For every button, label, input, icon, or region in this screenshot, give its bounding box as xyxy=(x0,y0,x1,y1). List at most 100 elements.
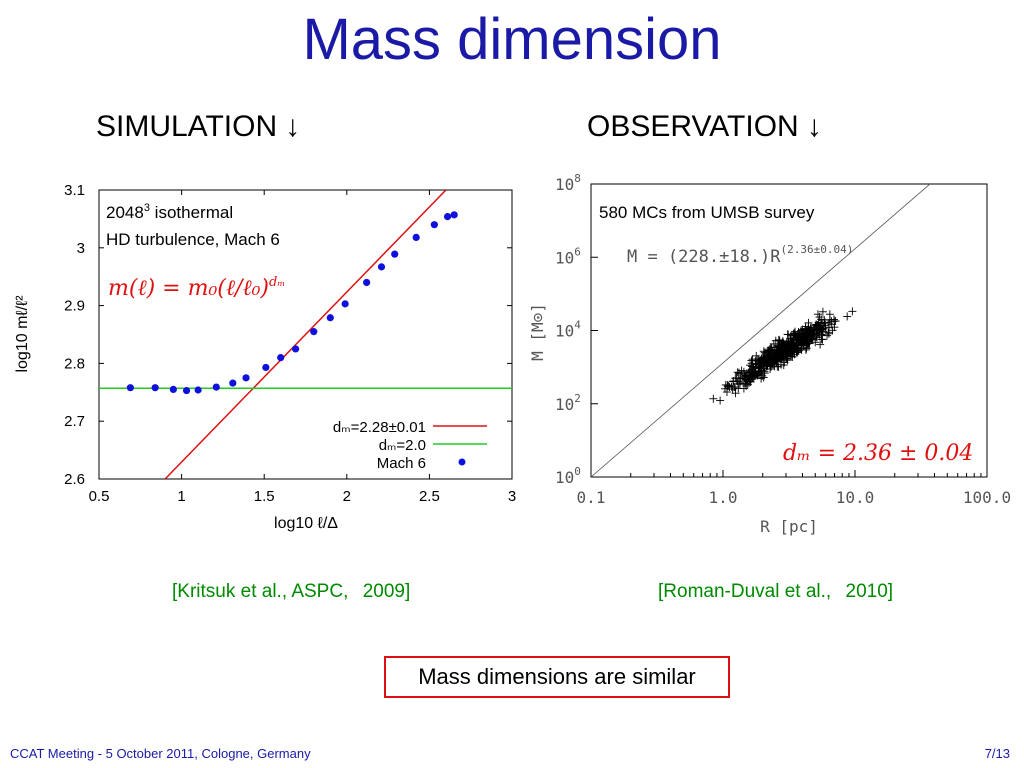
footer-text: CCAT Meeting - 5 October 2011, Cologne, … xyxy=(10,746,311,761)
mach6-point xyxy=(310,328,318,336)
mc-cross xyxy=(709,394,718,403)
page-number: 7/13 xyxy=(984,746,1010,761)
mc-cross xyxy=(801,324,810,333)
mc-cross xyxy=(802,344,811,353)
fit-line-red xyxy=(164,190,447,479)
mc-cross xyxy=(801,345,810,354)
mc-cross xyxy=(811,321,820,330)
simulation-formula: m(ℓ) = m₀(ℓ/ℓ₀)dₘ xyxy=(108,275,285,301)
mc-cross xyxy=(784,330,793,339)
mc-cross xyxy=(742,375,751,384)
simulation-annotation-base: 2048 xyxy=(106,203,144,222)
mc-cross xyxy=(786,347,795,356)
y-tick-label: 3.1 xyxy=(64,182,85,199)
mc-cross xyxy=(767,343,776,352)
simulation-annotation-rest: isothermal xyxy=(150,203,233,222)
mc-cross xyxy=(828,326,837,335)
mach6-point xyxy=(450,211,458,219)
legend-label-dm228: dₘ=2.28±0.01 xyxy=(333,419,426,436)
mc-cross xyxy=(824,329,833,338)
y-tick-label: 2.9 xyxy=(64,298,85,315)
simulation-annotation-sup: 3 xyxy=(144,202,150,214)
mc-cross xyxy=(776,354,785,363)
mach6-point xyxy=(277,354,285,362)
x-tick-label: 0.5 xyxy=(89,488,110,505)
mc-cross xyxy=(731,389,740,398)
observation-formula: dₘ = 2.36 ± 0.04 xyxy=(783,441,973,466)
mc-cross xyxy=(766,361,775,370)
simulation-formula-sup: dₘ xyxy=(269,275,285,290)
simulation-xlabel: log10 ℓ/Δ xyxy=(274,515,338,532)
mc-cross xyxy=(762,356,771,365)
mc-cross xyxy=(735,378,744,387)
mach6-point xyxy=(212,383,220,391)
arrow-down-icon: ↓ xyxy=(285,110,301,143)
mach6-point xyxy=(363,278,371,287)
mc-cross xyxy=(801,328,810,337)
mc-cross xyxy=(778,353,787,362)
observation-heading: OBSERVATION ↓ xyxy=(587,110,822,144)
observation-fit-sup: (2.36±0.04) xyxy=(781,243,854,256)
mach6-point xyxy=(391,250,399,258)
x-tick-label: 3 xyxy=(508,488,516,505)
legend-swatch-blue xyxy=(458,458,466,466)
mc-cross xyxy=(781,346,790,355)
mc-cross xyxy=(741,371,750,380)
y-tick-label: 102 xyxy=(555,392,581,414)
simulation-chart: 0.5 1 1.5 2 2.5 32.62.72.82.933.1 20483 isoth… xyxy=(14,182,516,532)
mach6-point xyxy=(194,386,202,394)
mach6-point xyxy=(229,379,237,387)
mc-cross xyxy=(808,330,817,339)
mc-cross xyxy=(818,307,827,316)
arrow-down-icon: ↓ xyxy=(806,110,822,143)
mc-cross xyxy=(739,384,748,393)
mc-cross xyxy=(716,396,725,405)
mach6-point xyxy=(341,300,349,308)
simulation-plot-frame xyxy=(98,189,513,480)
mach6-point xyxy=(412,233,420,241)
mc-cross xyxy=(728,385,737,394)
simulation-heading-label: SIMULATION xyxy=(96,110,278,143)
mc-cross xyxy=(815,313,824,322)
mc-cross xyxy=(789,329,798,338)
mc-cross xyxy=(751,360,760,369)
simulation-annotation-line1: 20483 isothermal xyxy=(106,202,233,222)
conclusion-text: Mass dimensions are similar xyxy=(418,664,696,689)
simulation-formula-body: m(ℓ) = m₀(ℓ/ℓ₀) xyxy=(108,276,269,301)
mc-cross xyxy=(786,351,795,360)
mc-cross xyxy=(794,327,803,336)
mc-cross xyxy=(757,374,766,383)
mc-cross xyxy=(743,377,752,386)
observation-xlabel: R [pc] xyxy=(760,517,818,536)
mc-cross xyxy=(802,335,811,344)
mc-cross xyxy=(722,387,731,396)
simulation-legend: dₘ=2.28±0.01 dₘ=2.0 Mach 6 xyxy=(333,419,487,472)
mc-cross xyxy=(758,353,767,362)
legend-label-dm20: dₘ=2.0 xyxy=(379,437,426,454)
simulation-ylabel: log10 mℓ/ℓ² xyxy=(14,295,31,373)
observation-ylabel: M [M⊙] xyxy=(528,303,547,361)
x-tick-label: 1.0 xyxy=(709,488,738,507)
x-tick-label: 1.5 xyxy=(254,488,275,505)
mc-cross xyxy=(815,325,824,334)
mc-cross xyxy=(735,369,744,378)
mc-cross xyxy=(816,324,825,333)
mc-cross xyxy=(843,312,852,321)
mc-cross xyxy=(823,331,832,340)
slide-title: Mass dimension xyxy=(302,7,722,72)
mach6-point xyxy=(169,385,177,394)
mc-cross xyxy=(774,362,783,371)
mc-cross xyxy=(788,341,797,350)
mc-cross xyxy=(827,317,836,326)
mc-cross xyxy=(752,351,761,360)
mc-cross xyxy=(757,358,766,367)
legend-label-mach6: Mach 6 xyxy=(377,455,426,472)
conclusion-box: Mass dimensions are similar xyxy=(384,656,730,698)
simulation-citation: [Kritsuk et al., ASPC, 2009] xyxy=(172,581,411,602)
y-tick-label: 2.6 xyxy=(64,471,85,488)
x-tick-label: 1 xyxy=(177,488,185,505)
mc-cross xyxy=(745,373,754,382)
y-tick-label: 2.8 xyxy=(64,355,85,372)
mc-cross xyxy=(766,352,775,361)
observation-plot-frame xyxy=(590,183,988,478)
